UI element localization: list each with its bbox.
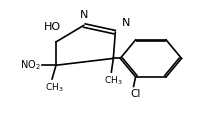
Text: NO$_2$: NO$_2$ <box>20 58 40 72</box>
Text: N: N <box>122 18 130 28</box>
Text: CH$_3$: CH$_3$ <box>45 82 63 94</box>
Text: CH$_3$: CH$_3$ <box>104 75 123 87</box>
Text: N: N <box>80 10 88 20</box>
Text: Cl: Cl <box>130 89 141 99</box>
Text: HO: HO <box>44 22 61 32</box>
